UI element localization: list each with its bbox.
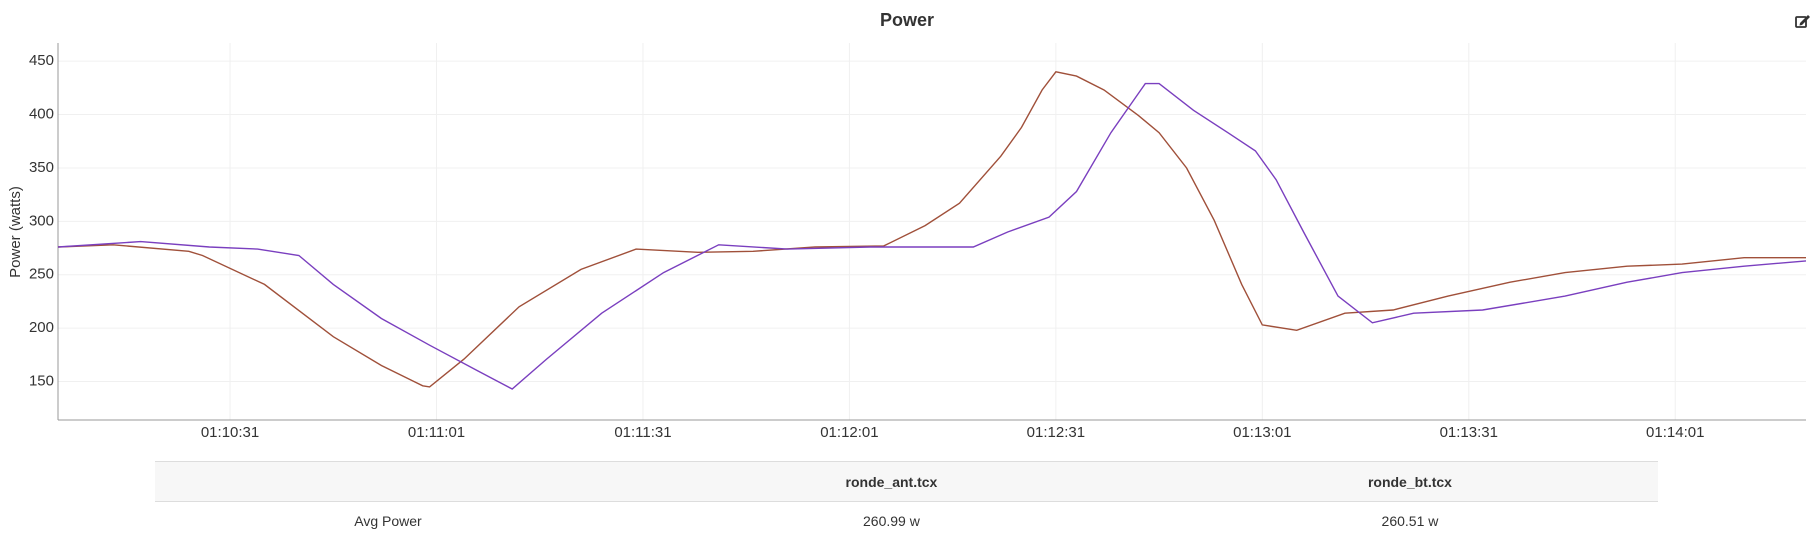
summary-table: ronde_ant.tcx ronde_bt.tcx Avg Power 260… bbox=[155, 461, 1658, 537]
row-label: Avg Power bbox=[354, 513, 422, 529]
header-cell: ronde_bt.tcx bbox=[1161, 461, 1658, 502]
cell: 260.51 w bbox=[1381, 513, 1439, 529]
header-cell bbox=[155, 461, 621, 502]
y-tick-label: 150 bbox=[29, 373, 54, 390]
table-row: Avg Power 260.99 w 260.51 w bbox=[155, 502, 1658, 537]
y-axis-label: Power (watts) bbox=[7, 186, 24, 278]
y-tick-label: 450 bbox=[29, 52, 54, 69]
y-tick-label: 350 bbox=[29, 159, 54, 176]
cell: 260.99 w bbox=[863, 513, 920, 529]
series-line bbox=[57, 71, 1806, 388]
chart: Power Power (watts) 150 200 250 300 350 400 45… bbox=[7, 10, 1810, 441]
y-tick-label: 300 bbox=[29, 212, 54, 229]
table-header: ronde_ant.tcx ronde_bt.tcx bbox=[155, 461, 1658, 502]
header-cell: ronde_ant.tcx bbox=[620, 461, 1162, 502]
x-tick-label: 01:10:31 bbox=[201, 424, 259, 441]
x-tick-label: 01:14:01 bbox=[1646, 424, 1704, 441]
x-tick-label: 01:11:31 bbox=[614, 424, 671, 441]
series-line bbox=[57, 82, 1807, 390]
y-tick-label: 250 bbox=[29, 266, 54, 283]
y-tick-label: 400 bbox=[29, 106, 54, 123]
edit-icon[interactable] bbox=[1795, 15, 1810, 28]
chart-title: Power bbox=[880, 10, 934, 30]
x-tick-label: 01:12:31 bbox=[1027, 424, 1085, 441]
x-tick-label: 01:11:01 bbox=[408, 424, 465, 441]
x-tick-label: 01:12:01 bbox=[820, 424, 878, 441]
y-tick-label: 200 bbox=[29, 319, 54, 336]
x-tick-label: 01:13:01 bbox=[1233, 424, 1291, 441]
x-tick-label: 01:13:31 bbox=[1440, 424, 1498, 441]
